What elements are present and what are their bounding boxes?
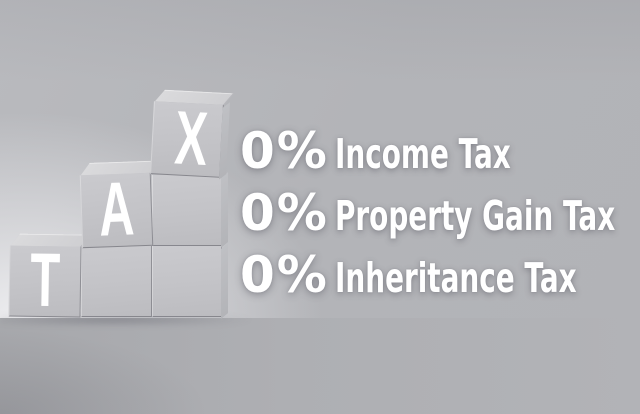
zero-percent-income: 0% — [240, 122, 329, 180]
tax-block-a: A — [79, 160, 160, 253]
label-inheritance-tax: Inheritance Tax — [334, 254, 577, 302]
letter-x-glyph: X — [172, 95, 210, 182]
letter-a-glyph: A — [97, 166, 136, 253]
block-side-face — [221, 243, 228, 319]
letter-a: A — [81, 166, 152, 253]
tax-line-inheritance: 0% Inheritance Tax — [240, 244, 640, 306]
label-income-tax: Income Tax — [334, 130, 511, 178]
zero-percent-inheritance: 0% — [240, 246, 329, 304]
letter-t: T — [10, 237, 81, 324]
letter-x: X — [151, 95, 223, 182]
label-property-gain-tax: Property Gain Tax — [334, 192, 616, 240]
block-side-face — [221, 172, 228, 248]
tax-block-x: X — [150, 89, 234, 182]
tax-line-property-gain: 0% Property Gain Tax — [240, 182, 640, 244]
floor — [0, 318, 640, 414]
tax-block-blank-2 — [152, 243, 228, 319]
tax-block-blank-3 — [152, 172, 228, 248]
tax-block-blank-1 — [81, 246, 152, 317]
zero-percent-property-gain: 0% — [240, 184, 329, 242]
tax-block-t: T — [8, 233, 92, 324]
tax-list: 0% Income Tax 0% Property Gain Tax 0% Inher… — [240, 120, 640, 306]
tax-line-income: 0% Income Tax — [240, 120, 640, 182]
letter-t-glyph: T — [29, 237, 61, 324]
